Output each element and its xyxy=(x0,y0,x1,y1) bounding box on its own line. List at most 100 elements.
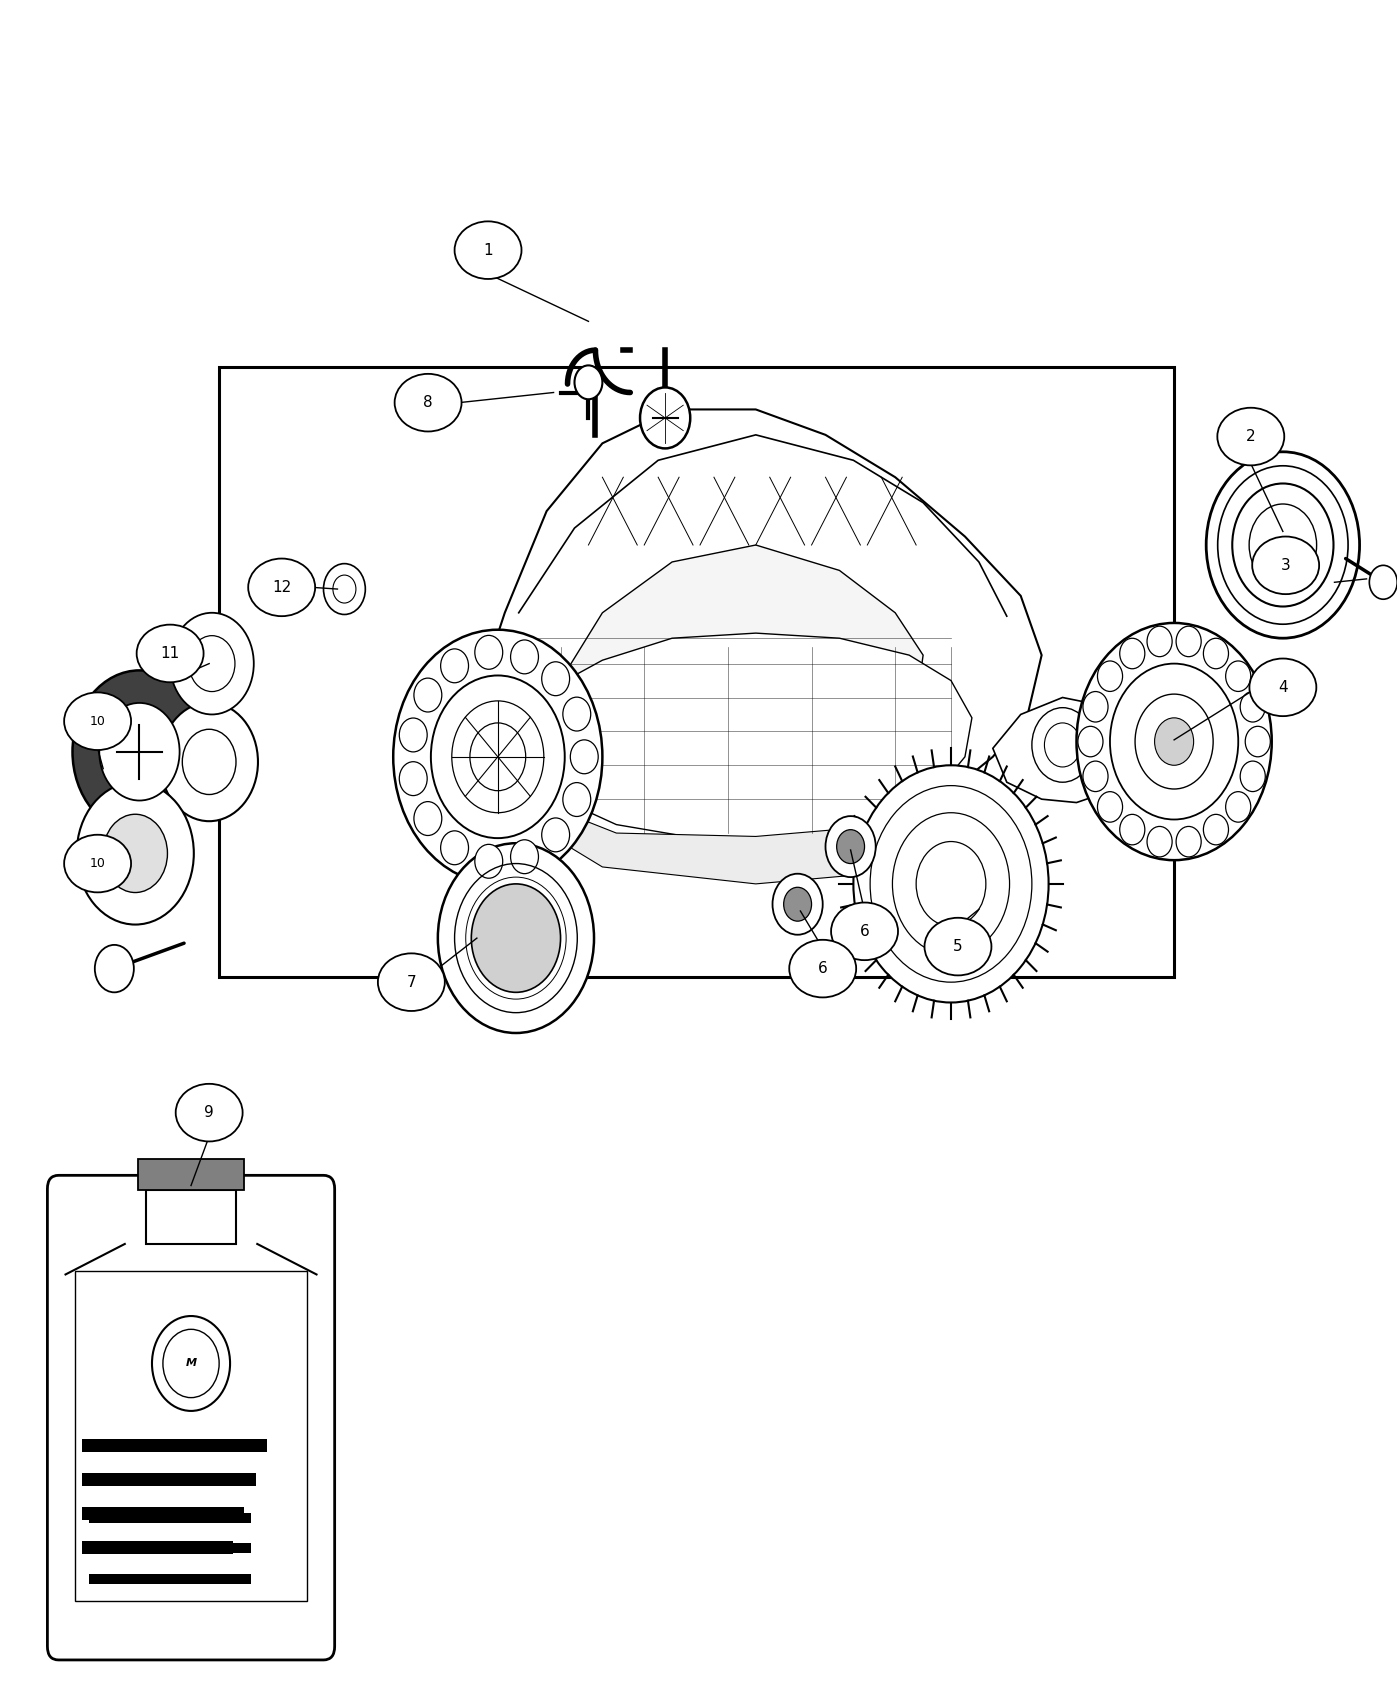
Circle shape xyxy=(162,1329,220,1397)
Circle shape xyxy=(542,818,570,852)
Text: 8: 8 xyxy=(423,394,433,410)
Circle shape xyxy=(171,612,253,714)
Ellipse shape xyxy=(832,903,897,960)
Circle shape xyxy=(161,702,258,821)
Circle shape xyxy=(182,729,237,794)
Circle shape xyxy=(73,670,206,833)
Text: 6: 6 xyxy=(860,923,869,938)
Circle shape xyxy=(399,717,427,751)
Circle shape xyxy=(441,831,469,865)
Polygon shape xyxy=(477,410,1042,824)
Circle shape xyxy=(99,702,179,801)
Bar xyxy=(76,1272,307,1601)
Text: 12: 12 xyxy=(272,580,291,595)
Bar xyxy=(83,1506,244,1520)
Circle shape xyxy=(431,675,564,838)
Text: M: M xyxy=(185,1358,196,1369)
Ellipse shape xyxy=(790,940,857,998)
Circle shape xyxy=(511,639,539,673)
Circle shape xyxy=(472,884,560,993)
Circle shape xyxy=(414,678,442,712)
Circle shape xyxy=(542,661,570,695)
Text: 7: 7 xyxy=(406,974,416,989)
Circle shape xyxy=(475,636,503,670)
Circle shape xyxy=(441,649,469,683)
Circle shape xyxy=(77,782,193,925)
Circle shape xyxy=(414,802,442,835)
Circle shape xyxy=(153,1316,230,1411)
Ellipse shape xyxy=(1218,408,1284,466)
Circle shape xyxy=(1176,826,1201,857)
Circle shape xyxy=(95,945,134,993)
Circle shape xyxy=(1084,692,1107,722)
Circle shape xyxy=(475,845,503,879)
Bar xyxy=(90,1574,251,1584)
Circle shape xyxy=(854,765,1049,1003)
Ellipse shape xyxy=(175,1085,242,1141)
Circle shape xyxy=(784,887,812,921)
Ellipse shape xyxy=(395,374,462,432)
Ellipse shape xyxy=(137,624,203,682)
Text: 11: 11 xyxy=(161,646,179,661)
Ellipse shape xyxy=(1249,658,1316,716)
Text: 2: 2 xyxy=(1246,428,1256,444)
Circle shape xyxy=(393,629,602,884)
Bar xyxy=(218,367,1175,978)
Circle shape xyxy=(1120,814,1145,845)
Circle shape xyxy=(1147,626,1172,656)
Circle shape xyxy=(1225,661,1250,692)
Circle shape xyxy=(1098,792,1123,823)
Ellipse shape xyxy=(64,835,132,892)
Circle shape xyxy=(640,388,690,449)
Circle shape xyxy=(1204,814,1228,845)
Circle shape xyxy=(1078,726,1103,756)
Text: 3: 3 xyxy=(1281,558,1291,573)
FancyBboxPatch shape xyxy=(48,1175,335,1659)
Circle shape xyxy=(574,366,602,400)
Circle shape xyxy=(1240,692,1266,722)
Circle shape xyxy=(1232,483,1333,607)
Polygon shape xyxy=(498,632,972,842)
Circle shape xyxy=(189,636,235,692)
Bar xyxy=(90,1513,251,1523)
Circle shape xyxy=(563,697,591,731)
Circle shape xyxy=(1120,638,1145,668)
Polygon shape xyxy=(993,697,1133,802)
Circle shape xyxy=(323,564,365,614)
Bar xyxy=(90,1544,251,1554)
Ellipse shape xyxy=(455,221,522,279)
Circle shape xyxy=(570,740,598,774)
Circle shape xyxy=(1369,566,1397,598)
Circle shape xyxy=(511,840,539,874)
Text: 5: 5 xyxy=(953,938,963,954)
Ellipse shape xyxy=(378,954,445,1011)
Circle shape xyxy=(399,762,427,796)
Polygon shape xyxy=(560,546,923,762)
Bar xyxy=(83,1472,256,1486)
Circle shape xyxy=(1155,717,1194,765)
Bar xyxy=(146,1190,237,1244)
Bar xyxy=(83,1540,232,1554)
Text: 1: 1 xyxy=(483,243,493,258)
Circle shape xyxy=(438,843,594,1034)
Circle shape xyxy=(1098,661,1123,692)
Circle shape xyxy=(1245,726,1270,756)
Circle shape xyxy=(333,575,356,604)
Circle shape xyxy=(773,874,823,935)
Bar xyxy=(137,1159,245,1190)
Text: $\circlearrowleft$: $\circlearrowleft$ xyxy=(1275,537,1291,553)
Bar xyxy=(83,1438,267,1452)
Circle shape xyxy=(1077,622,1271,860)
Circle shape xyxy=(837,830,865,864)
Circle shape xyxy=(1249,503,1316,586)
Circle shape xyxy=(104,814,168,892)
Text: 10: 10 xyxy=(90,857,105,870)
Circle shape xyxy=(1084,762,1107,792)
Circle shape xyxy=(1204,638,1228,668)
Text: 6: 6 xyxy=(818,960,827,976)
Circle shape xyxy=(826,816,876,877)
Circle shape xyxy=(1207,452,1359,638)
Text: 10: 10 xyxy=(90,714,105,728)
Circle shape xyxy=(1147,826,1172,857)
Text: 9: 9 xyxy=(204,1105,214,1120)
